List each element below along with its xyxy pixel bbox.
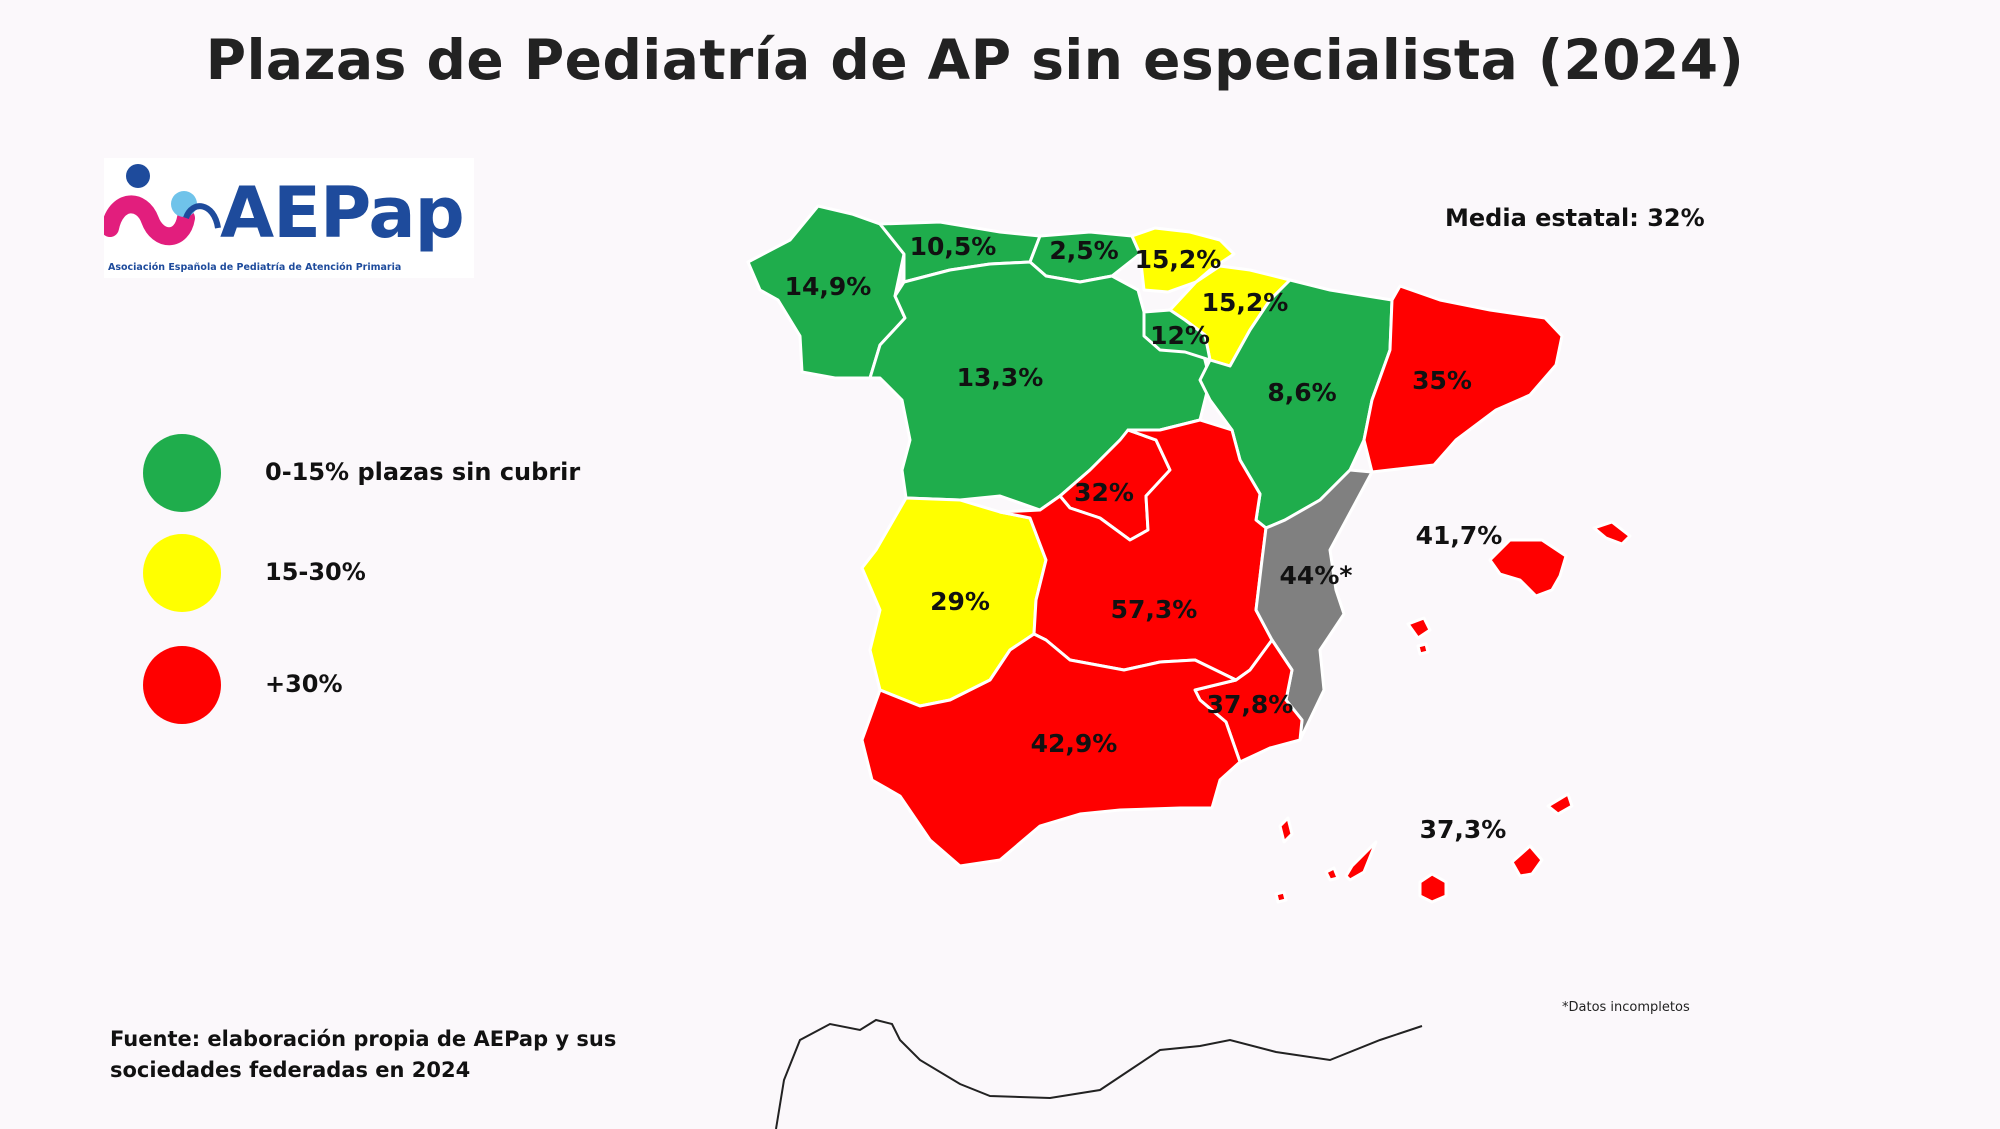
footnote-incomplete: *Datos incompletos [1562, 1000, 1690, 1015]
label-aragon: 8,6% [1267, 378, 1336, 407]
label-castilla-leon: 13,3% [957, 363, 1044, 392]
region-gran-canaria [1418, 872, 1448, 904]
legend-red-dot [143, 646, 221, 724]
media-estatal: Media estatal: 32% [1445, 204, 1705, 232]
label-canarias: 37,3% [1420, 815, 1507, 844]
region-pais-vasco [1130, 226, 1236, 294]
label-andalucia: 42,9% [1031, 729, 1118, 758]
source-line-2: sociedades federadas en 2024 [110, 1058, 471, 1082]
label-galicia: 14,9% [785, 272, 872, 301]
source-note: Fuente: elaboración propia de AEPap y su… [110, 1024, 616, 1086]
region-labels: 14,9% 10,5% 2,5% 15,2% 15,2% 12% 13,3% 8… [785, 232, 1507, 844]
source-line-1: Fuente: elaboración propia de AEPap y su… [110, 1027, 617, 1051]
legend-green-dot [143, 434, 221, 512]
label-islas-baleares: 41,7% [1416, 521, 1503, 550]
region-el-hierro [1274, 890, 1288, 904]
logo-name: AEPap [220, 172, 465, 254]
label-murcia: 37,8% [1207, 690, 1294, 719]
region-fuerteventura [1510, 844, 1544, 878]
logo-subtitle: Asociación Española de Pediatría de Aten… [108, 262, 402, 273]
label-cantabria: 2,5% [1049, 236, 1118, 265]
label-navarra: 15,2% [1202, 288, 1289, 317]
region-menorca [1592, 520, 1632, 546]
region-formentera [1416, 642, 1430, 656]
legend-yellow-dot [143, 534, 221, 612]
legend-label-mid: 15-30% [265, 558, 366, 586]
legend-label-low: 0-15% plazas sin cubrir [265, 458, 581, 486]
region-andalucia [860, 632, 1242, 868]
aepap-logo: AEPap Asociación Española de Pediatría d… [104, 158, 474, 278]
region-mallorca [1488, 538, 1568, 598]
label-la-rioja: 12% [1150, 321, 1210, 350]
region-la-gomera [1324, 866, 1340, 882]
legend-label-high: +30% [265, 670, 343, 698]
region-cataluna [1362, 284, 1564, 474]
label-madrid: 32% [1074, 478, 1134, 507]
label-pais-vasco: 15,2% [1135, 245, 1222, 274]
label-cataluna: 35% [1412, 366, 1472, 395]
region-tenerife [1344, 840, 1378, 882]
region-la-palma [1278, 816, 1294, 844]
north-africa-coastline [775, 1018, 1423, 1129]
page-title: Plazas de Pediatría de AP sin especialis… [205, 28, 1745, 92]
logo-figure-icon [104, 164, 221, 246]
region-ibiza [1406, 616, 1432, 640]
label-comunidad-valenciana: 44%* [1280, 561, 1353, 590]
region-lanzarote [1546, 792, 1574, 816]
label-castilla-la-mancha: 57,3% [1111, 595, 1198, 624]
label-asturias: 10,5% [910, 232, 997, 261]
label-extremadura: 29% [930, 587, 990, 616]
